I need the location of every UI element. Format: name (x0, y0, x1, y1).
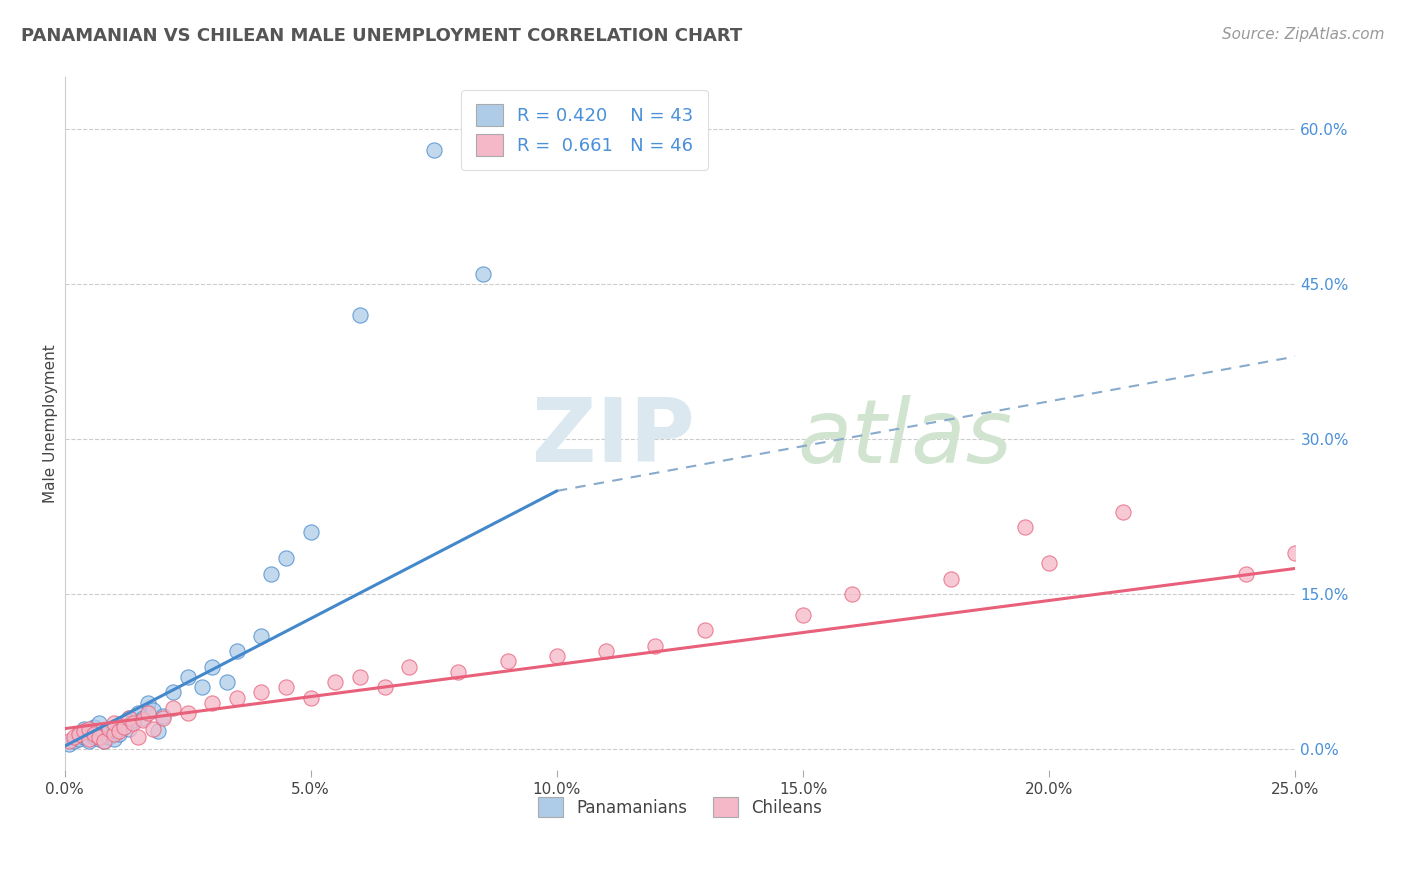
Point (77, 731, 100, 746)
Point (152, 711, 174, 725)
Point (225, 644, 247, 658)
Point (63, 730, 86, 744)
Point (87, 716, 110, 731)
Point (127, 706, 149, 720)
Point (136, 706, 159, 720)
Point (423, 143, 446, 157)
Point (162, 685, 184, 699)
Point (792, 607, 814, 622)
Point (260, 566, 283, 581)
Point (127, 730, 149, 744)
Point (117, 711, 139, 725)
Text: ZIP: ZIP (533, 394, 695, 481)
Point (472, 267, 495, 281)
Point (77, 723, 100, 738)
Text: atlas: atlas (797, 394, 1012, 481)
Point (117, 722, 139, 736)
Point (107, 727, 129, 741)
Point (93, 727, 115, 741)
Point (67, 727, 90, 741)
Point (83, 720, 105, 734)
Point (398, 659, 420, 673)
Point (103, 727, 125, 741)
Y-axis label: Male Unemployment: Male Unemployment (44, 344, 58, 503)
Point (103, 720, 125, 734)
Point (112, 720, 135, 734)
Point (97, 723, 120, 738)
Point (374, 681, 396, 695)
Point (176, 706, 198, 720)
Point (146, 723, 169, 738)
Point (97, 730, 120, 744)
Point (496, 655, 519, 669)
Point (250, 685, 273, 699)
Point (323, 675, 346, 690)
Point (122, 716, 145, 731)
Point (136, 696, 159, 710)
Legend: Panamanians, Chileans: Panamanians, Chileans (531, 790, 828, 824)
Point (1112, 505, 1135, 519)
Point (93, 734, 115, 748)
Point (107, 722, 129, 736)
Point (201, 659, 224, 673)
Point (546, 649, 568, 664)
Point (77, 734, 100, 748)
Point (1284, 546, 1306, 560)
Point (841, 587, 863, 601)
Point (299, 690, 322, 705)
Point (132, 714, 155, 728)
Point (132, 711, 155, 725)
Point (107, 723, 129, 738)
Point (595, 644, 617, 658)
Point (122, 714, 145, 728)
Point (73, 722, 96, 736)
Point (693, 624, 716, 638)
Point (447, 665, 470, 679)
Point (1038, 556, 1060, 570)
Point (73, 730, 96, 744)
Point (142, 703, 165, 717)
Point (176, 670, 198, 684)
Text: PANAMANIAN VS CHILEAN MALE UNEMPLOYMENT CORRELATION CHART: PANAMANIAN VS CHILEAN MALE UNEMPLOYMENT … (21, 27, 742, 45)
Point (1014, 520, 1036, 534)
Point (103, 731, 125, 746)
Point (83, 730, 105, 744)
Point (103, 716, 125, 731)
Point (77, 722, 100, 736)
Point (152, 709, 174, 723)
Point (112, 716, 135, 731)
Point (250, 629, 273, 643)
Point (142, 722, 165, 736)
Point (939, 572, 962, 586)
Point (349, 670, 371, 684)
Point (58, 737, 80, 751)
Point (87, 731, 110, 746)
Point (162, 701, 184, 715)
Point (349, 308, 371, 322)
Point (67, 731, 90, 746)
Point (97, 722, 120, 736)
Point (58, 734, 80, 748)
Point (117, 711, 139, 725)
Point (191, 681, 214, 695)
Point (93, 734, 115, 748)
Point (83, 727, 105, 741)
Point (63, 734, 86, 748)
Point (274, 551, 297, 566)
Point (201, 696, 224, 710)
Point (274, 681, 297, 695)
Point (215, 675, 238, 690)
Point (299, 525, 322, 540)
Point (87, 730, 110, 744)
Point (1234, 566, 1257, 581)
Point (644, 639, 666, 653)
Text: Source: ZipAtlas.com: Source: ZipAtlas.com (1222, 27, 1385, 42)
Point (67, 727, 90, 741)
Point (73, 723, 96, 738)
Point (225, 690, 247, 705)
